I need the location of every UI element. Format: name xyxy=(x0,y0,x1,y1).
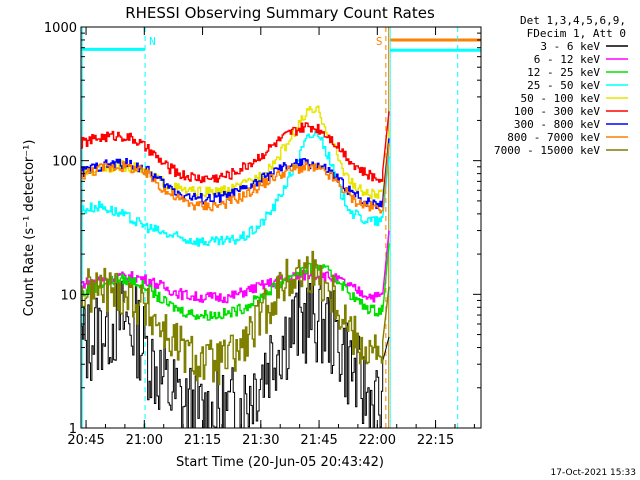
legend: Det 1,3,4,5,6,9,FDecim 1, Att 03 - 6 keV… xyxy=(494,14,628,157)
legend-label-3: 25 - 50 keV xyxy=(527,79,600,92)
marker-label-s: S xyxy=(376,35,383,48)
legend-label-1: 6 - 12 keV xyxy=(534,53,601,66)
legend-label-7: 800 - 7000 keV xyxy=(507,131,600,144)
legend-label-2: 12 - 25 keV xyxy=(527,66,600,79)
svg-text:Count Rate (s⁻¹ detector⁻¹): Count Rate (s⁻¹ detector⁻¹) xyxy=(22,140,37,317)
legend-label-4: 50 - 100 keV xyxy=(521,92,601,105)
x-axis-label: Start Time (20-Jun-05 20:43:42) xyxy=(176,455,384,470)
marker-label-n: N xyxy=(149,35,156,48)
plot-axes xyxy=(80,26,482,429)
x-tick-label-3: 21:30 xyxy=(242,433,279,448)
legend-header-0: Det 1,3,4,5,6,9, xyxy=(520,14,626,27)
legend-label-5: 100 - 300 keV xyxy=(514,105,600,118)
y-tick-label-3: 1000 xyxy=(44,21,77,36)
series-line-7 xyxy=(81,143,390,214)
series-line-0 xyxy=(81,274,390,428)
x-tick-label-5: 22:00 xyxy=(359,433,396,448)
y-tick-label-2: 100 xyxy=(52,155,77,170)
axis-ticks: 20:45 21:00 21:15 21:30 21:45 22:00 22:15 1 10 10… xyxy=(44,21,481,448)
legend-label-6: 300 - 800 keV xyxy=(514,118,600,131)
plot-frame xyxy=(80,26,482,429)
x-tick-label-6: 22:15 xyxy=(417,433,454,448)
legend-header-1: FDecim 1, Att 0 xyxy=(527,27,626,40)
series-line-8 xyxy=(81,250,390,386)
x-tick-label-0: 20:45 xyxy=(67,433,104,448)
x-tick-label-1: 21:00 xyxy=(126,433,163,448)
footer-date: 17-Oct-2021 15:33 xyxy=(551,468,636,478)
legend-label-0: 3 - 6 keV xyxy=(540,40,600,53)
y-axis-label: Count Rate (s⁻¹ detector⁻¹) xyxy=(22,140,37,317)
chart-title: RHESSI Observing Summary Count Rates xyxy=(125,4,435,22)
y-tick-label-0: 1 xyxy=(69,422,77,437)
series-line-5 xyxy=(81,111,390,184)
x-tick-label-4: 21:45 xyxy=(300,433,337,448)
x-tick-label-2: 21:15 xyxy=(184,433,221,448)
legend-label-8: 7000 - 15000 keV xyxy=(494,144,600,157)
y-tick-label-1: 10 xyxy=(60,288,77,303)
series-line-3 xyxy=(81,130,390,247)
